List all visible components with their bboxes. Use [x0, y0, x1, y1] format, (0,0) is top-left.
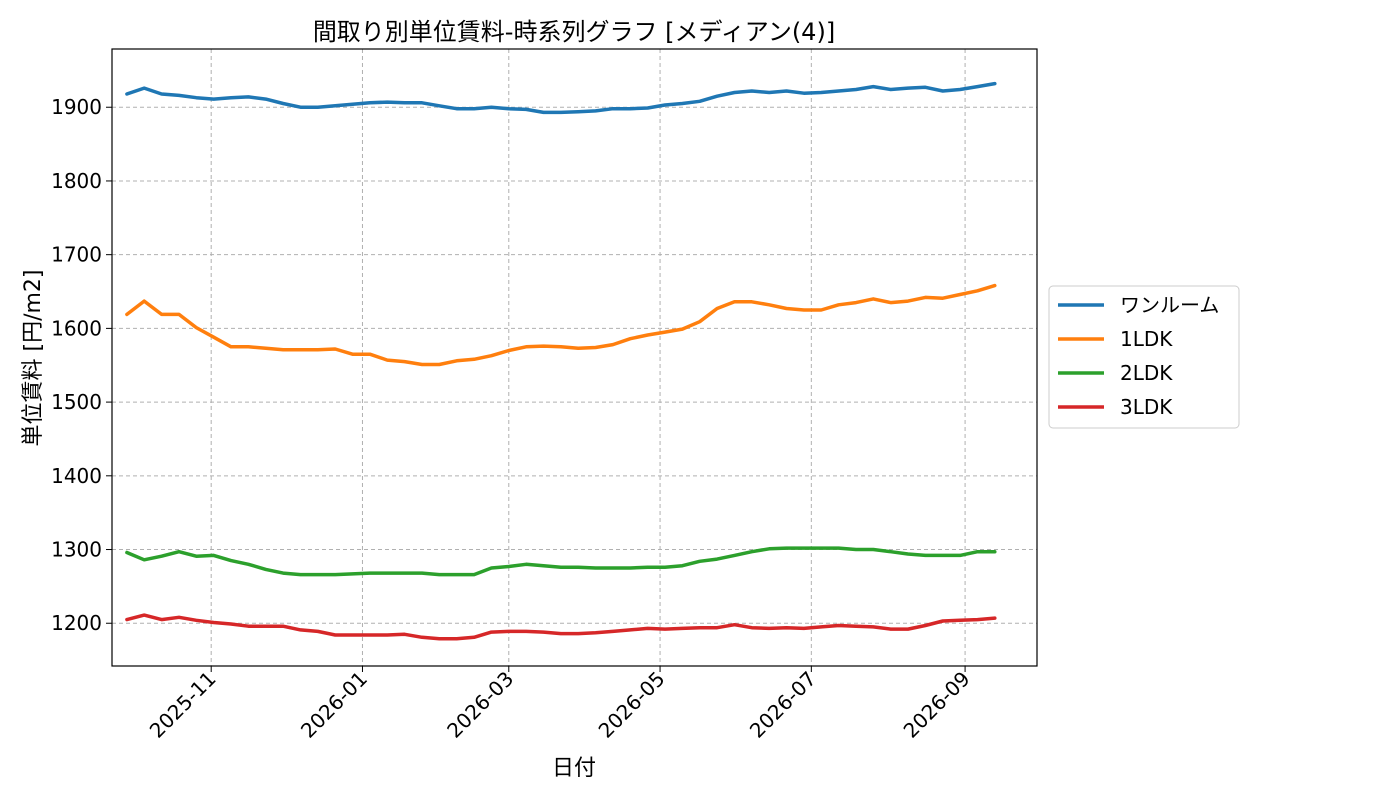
y-tick-label: 1500 [51, 390, 102, 414]
series-line [125, 283, 997, 367]
legend-label: 3LDK [1120, 395, 1173, 419]
x-axis-title: 日付 [552, 756, 596, 781]
y-axis: 1200 1300 1400 1500 1600 1700 1800 1900 [51, 95, 112, 635]
x-tick-label: 2026-09 [899, 667, 975, 743]
x-tick-label: 2025-11 [145, 667, 221, 743]
legend-label: 2LDK [1120, 361, 1173, 385]
legend-label: ワンルーム [1120, 293, 1219, 317]
y-tick-label: 1700 [51, 243, 102, 267]
legend-box [1048, 285, 1240, 429]
x-tick-label: 2026-01 [296, 667, 372, 743]
grid [112, 49, 1037, 666]
x-tick-label: 2026-07 [745, 667, 821, 743]
x-tick-label: 2026-05 [594, 667, 670, 743]
legend-label: 1LDK [1120, 327, 1173, 351]
y-axis-title: 単位賃料 [円/m2] [21, 270, 46, 447]
y-tick-label: 1800 [51, 169, 102, 193]
y-tick-label: 1600 [51, 316, 102, 340]
series-line [125, 613, 997, 641]
legend: ワンルーム 1LDK 2LDK 3LDK [1048, 285, 1240, 429]
series-layer [125, 81, 997, 641]
plot-frame [111, 48, 1038, 667]
series-line [125, 546, 997, 577]
y-tick-label: 1200 [51, 611, 102, 635]
y-tick-label: 1900 [51, 95, 102, 119]
chart-title: 間取り別単位賃料-時系列グラフ [メディアン(4)] [313, 18, 835, 46]
y-tick-label: 1400 [51, 464, 102, 488]
y-tick-label: 1300 [51, 538, 102, 562]
x-tick-label: 2026-03 [442, 667, 518, 743]
x-axis: 2025-11 2026-01 2026-03 2026-05 2026-07 2026-… [145, 666, 975, 743]
series-line [125, 81, 997, 115]
